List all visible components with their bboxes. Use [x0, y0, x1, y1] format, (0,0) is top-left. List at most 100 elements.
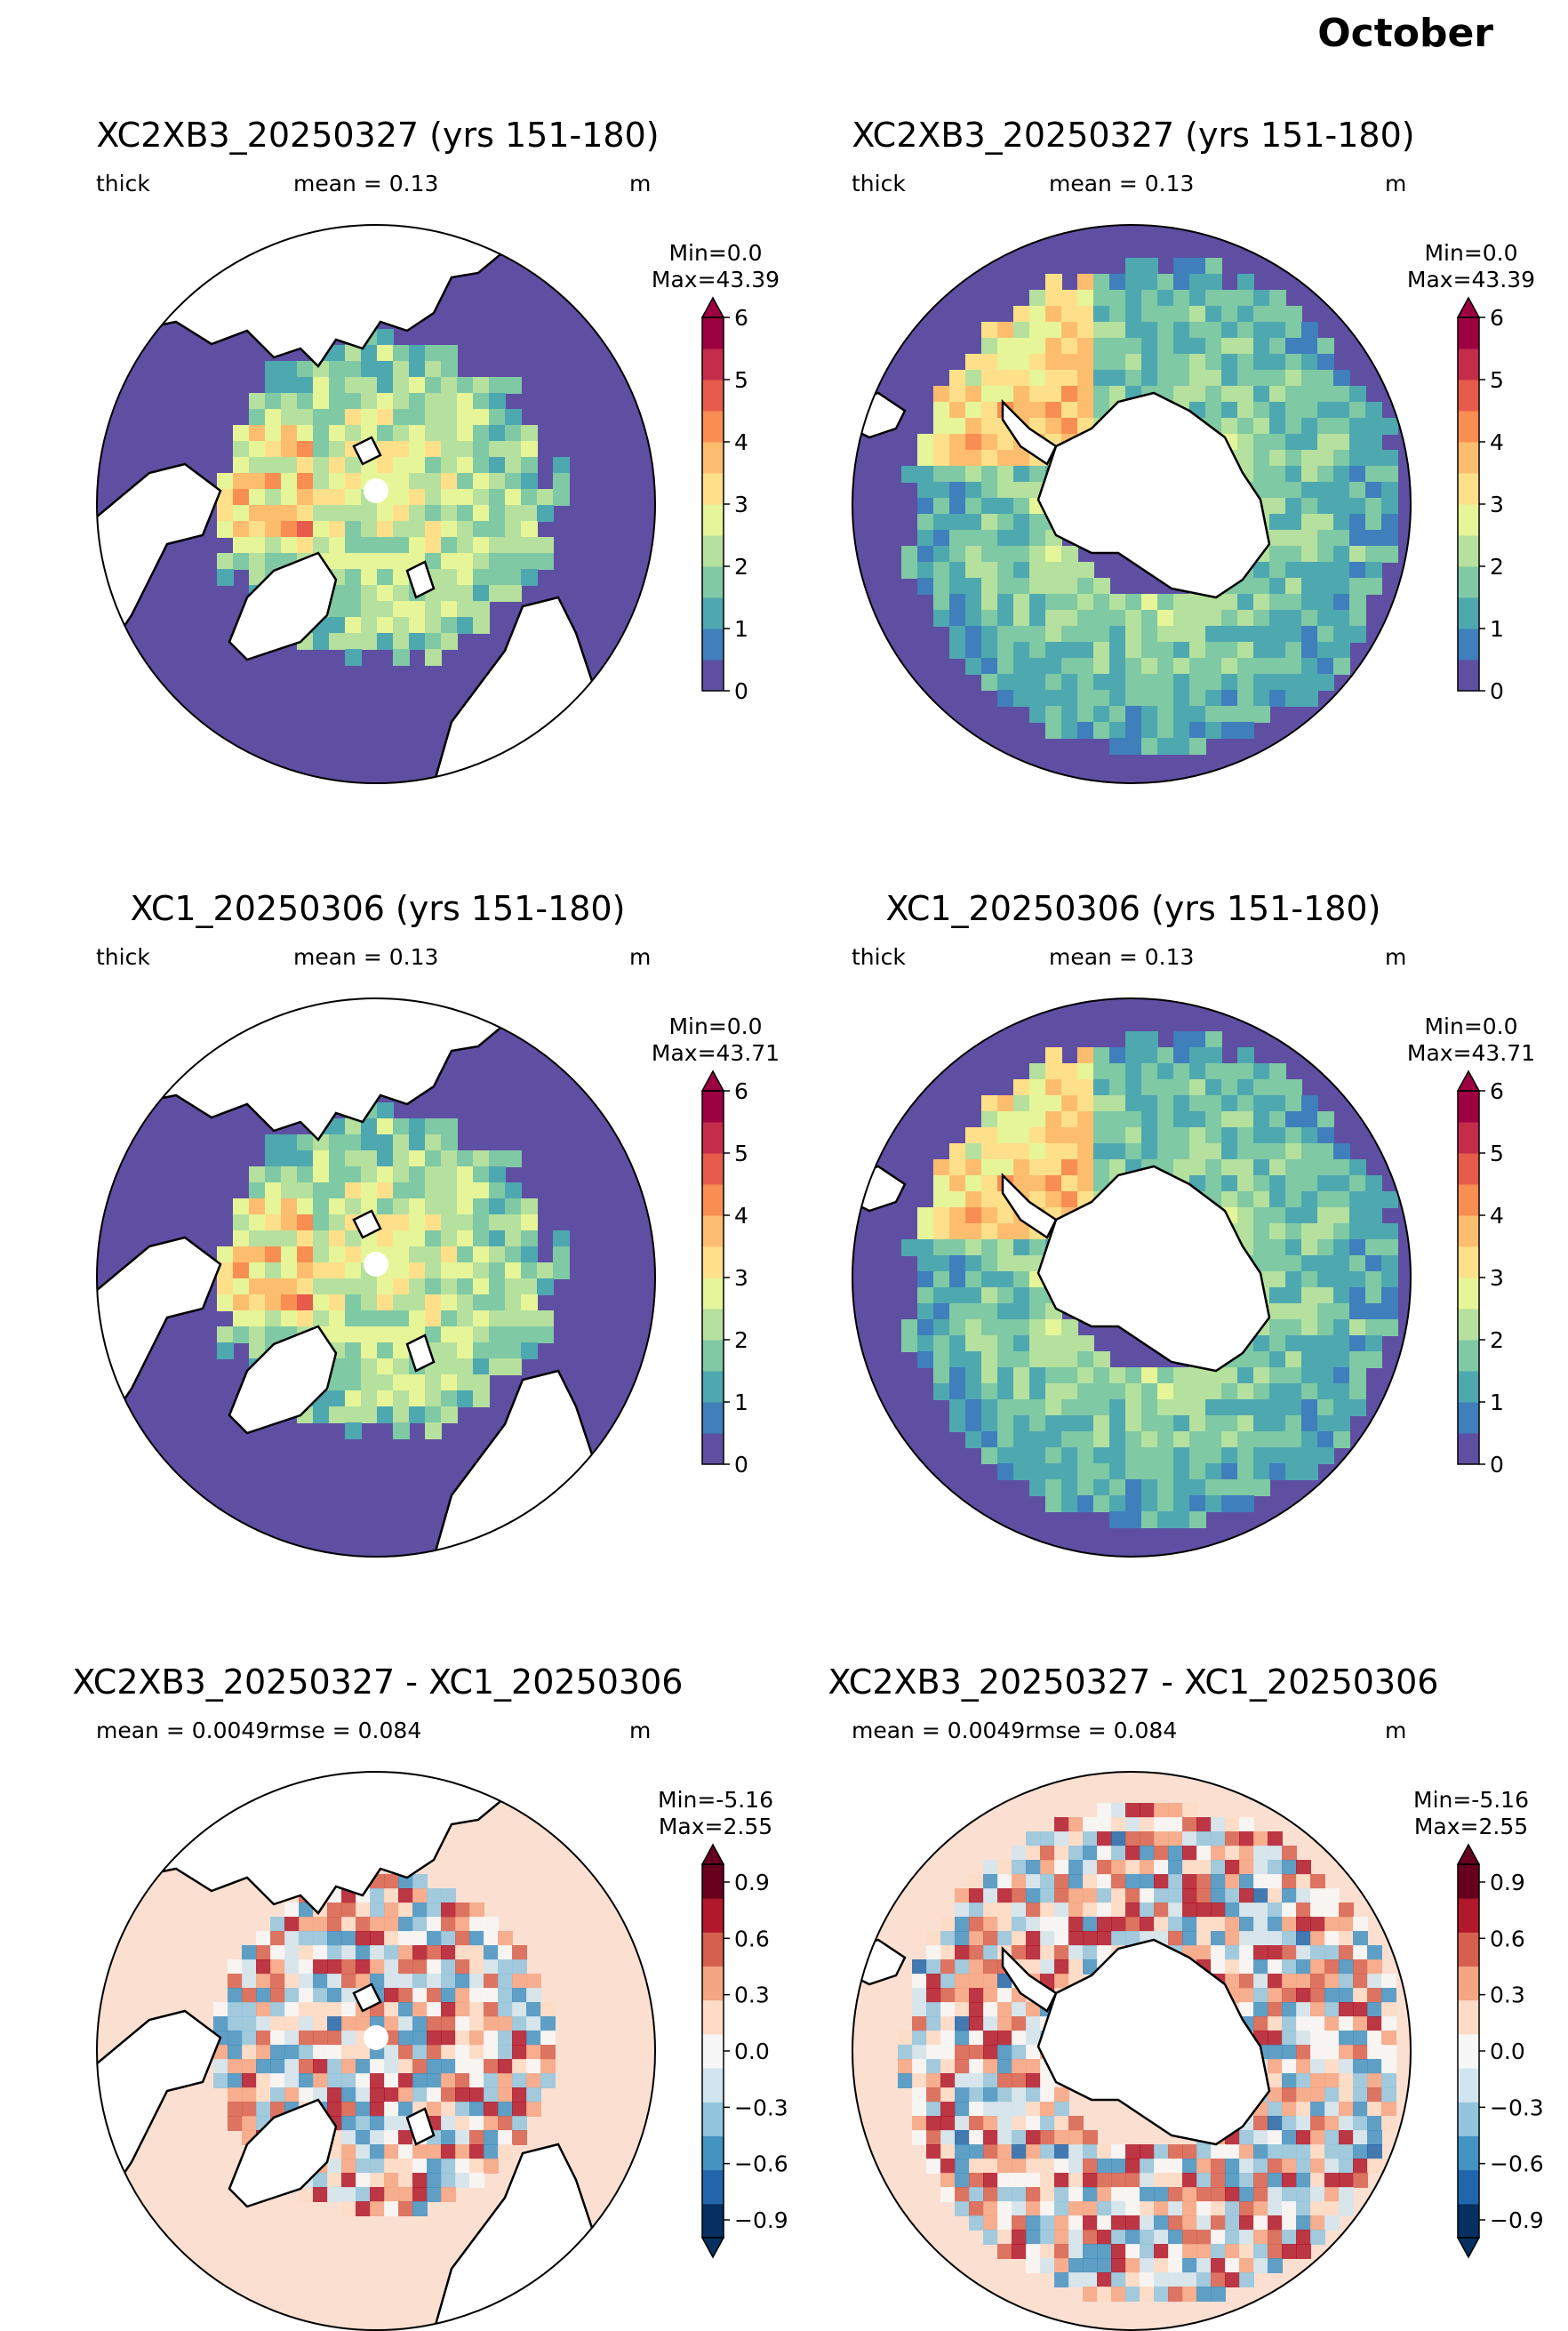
panel-title: XC2XB3_20250327 (yrs 151-180) — [96, 116, 660, 155]
colorbar-bin — [702, 1153, 724, 1185]
colorbar-extend-max — [1456, 1843, 1481, 1865]
land-mass — [1036, 1165, 1271, 1373]
colorbar-bin — [702, 1215, 724, 1247]
colorbar-extend-min — [1456, 2237, 1481, 2259]
colorbar-tick-label: −0.3 — [734, 2095, 788, 2120]
colorbar-bin — [702, 566, 724, 598]
colorbar-tick-label: −0.6 — [1490, 2151, 1544, 2177]
colorbar-bin — [702, 2135, 724, 2171]
colorbar-bin — [702, 1402, 724, 1434]
colorbar-extend-max — [1456, 296, 1481, 318]
map-boundary — [852, 997, 1412, 1558]
colorbar-bin — [1458, 1246, 1479, 1278]
colorbar-tick-label: 3 — [734, 1265, 748, 1291]
polar-map — [96, 1771, 656, 2331]
colorbar-bin — [702, 660, 724, 692]
colorbar-bin — [1458, 1184, 1479, 1216]
polar-map — [852, 1771, 1412, 2331]
colorbar-bin — [702, 1433, 724, 1465]
units-label: m — [1385, 171, 1407, 196]
colorbar: 0 1 2 3 4 5 6 — [1456, 1069, 1504, 1478]
min-max-label: Min=0.0 Max=43.39 — [1382, 240, 1560, 293]
stat-label: mean = 0.13 — [1049, 944, 1195, 970]
colorbar-bin — [1458, 380, 1479, 412]
colorbar-tick-label: −0.3 — [1490, 2095, 1544, 2120]
min-label: Min=0.0 — [1424, 1013, 1518, 1039]
colorbar-extend-max — [1456, 1069, 1481, 1092]
colorbar-bin — [702, 1309, 724, 1341]
land-mass — [352, 1209, 382, 1239]
colorbar-tick-label: −0.6 — [734, 2151, 788, 2177]
colorbar-tick-label: 0 — [1490, 678, 1504, 704]
min-label: Min=0.0 — [668, 1013, 763, 1039]
colorbar-tick-label: 6 — [734, 305, 748, 331]
colorbar-bin — [702, 348, 724, 380]
panel-title: XC2XB3_20250327 - XC1_20250306 — [72, 1662, 684, 1702]
variable-label: thick — [852, 171, 906, 196]
colorbar-bin — [1458, 1966, 1479, 2001]
colorbar-bin — [1458, 597, 1479, 629]
colorbar-tick-label: 3 — [1490, 1265, 1504, 1291]
colorbar-container: 0 1 2 3 4 5 6 — [1456, 1069, 1556, 1478]
map-container — [852, 997, 1412, 1558]
colorbar-tick-label: 5 — [734, 367, 748, 393]
colorbar-bin — [1458, 1402, 1479, 1434]
map-container — [852, 1771, 1412, 2331]
colorbar-bin — [702, 1091, 724, 1123]
colorbar-tick-label: 0.3 — [1490, 1983, 1525, 2008]
colorbar-bin — [702, 317, 724, 349]
colorbar: 0.9 0.6 0.3 0.0 −0.3 −0.6 −0.9 — [700, 1843, 788, 2259]
colorbar-extend-min — [700, 2237, 725, 2259]
colorbar-tick-label: 6 — [1490, 305, 1504, 331]
polar-map — [96, 997, 656, 1558]
colorbar-tick-label: 0 — [734, 678, 748, 704]
map-boundary — [96, 997, 656, 1558]
colorbar-container: 0.9 0.6 0.3 0.0 −0.3 −0.6 −0.9 — [1456, 1843, 1556, 2259]
panel-title: XC1_20250306 (yrs 151-180) — [885, 889, 1381, 928]
land-mass — [405, 1334, 436, 1373]
colorbar-tick-label: 0.9 — [734, 1870, 770, 1895]
colorbar-bin — [1458, 2169, 1479, 2205]
colorbar-tick-label: −0.9 — [734, 2207, 788, 2233]
colorbar-bin — [1458, 2135, 1479, 2171]
colorbar-bin — [1458, 1153, 1479, 1185]
colorbar-bin — [702, 1184, 724, 1216]
colorbar-bin — [702, 411, 724, 443]
land-mass — [405, 2107, 436, 2146]
colorbar-bin — [1458, 535, 1479, 567]
colorbar-bin — [1458, 1864, 1479, 1899]
colorbar-bin — [1458, 1215, 1479, 1247]
min-max-label: Min=0.0 Max=43.39 — [627, 240, 804, 293]
colorbar: 0 1 2 3 4 5 6 — [1456, 296, 1504, 704]
colorbar-extend-max — [700, 1843, 725, 1865]
colorbar-tick-label: 1 — [734, 616, 748, 642]
colorbar-tick-label: 0.3 — [734, 1983, 770, 2008]
colorbar-bin — [1458, 504, 1479, 536]
colorbar-tick-label: 4 — [734, 429, 748, 455]
land-mass — [1036, 391, 1271, 599]
variable-label: thick — [96, 171, 150, 196]
map-panel: XC2XB3_20250327 (yrs 151-180) thick mean =… — [0, 0, 780, 784]
colorbar-bin — [702, 1898, 724, 1933]
land-mass — [1001, 1945, 1058, 2013]
colorbar-bin — [1458, 317, 1479, 349]
stat-label: mean = 0.0049rmse = 0.084 — [96, 1718, 422, 1743]
colorbar-tick-label: 0 — [734, 1452, 748, 1478]
colorbar-bin — [702, 2169, 724, 2205]
colorbar-bin — [1458, 1433, 1479, 1465]
colorbar-tick-label: 0.0 — [734, 2039, 770, 2064]
colorbar-bin — [1458, 2102, 1479, 2136]
colorbar-bin — [1458, 629, 1479, 661]
colorbar-bin — [702, 504, 724, 536]
colorbar-bin — [1458, 442, 1479, 474]
map-panel: XC1_20250306 (yrs 151-180) thick mean = 0.… — [756, 773, 1535, 1558]
colorbar-tick-label: 4 — [1490, 1203, 1504, 1229]
panel-title: XC1_20250306 (yrs 151-180) — [130, 889, 626, 928]
map-container — [96, 1771, 656, 2331]
map-boundary — [852, 224, 1412, 784]
colorbar-tick-label: 0.6 — [1490, 1926, 1525, 1951]
colorbar-tick-label: 2 — [1490, 554, 1504, 580]
colorbar-tick-label: 4 — [1490, 429, 1504, 455]
colorbar-tick-label: 0.0 — [1490, 2039, 1525, 2064]
polar-map — [852, 224, 1412, 784]
